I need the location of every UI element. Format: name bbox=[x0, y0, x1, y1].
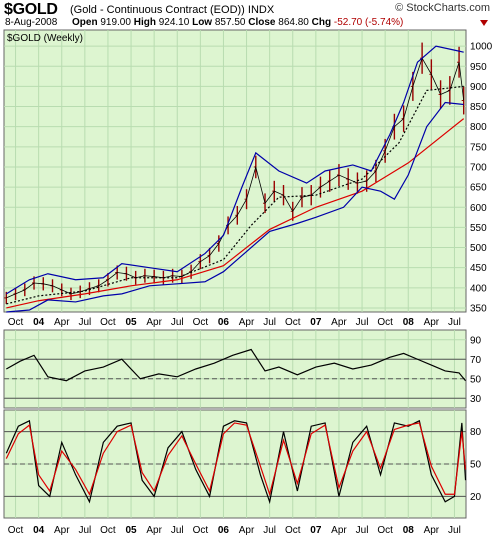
y-tick-label: 50 bbox=[470, 460, 482, 471]
series-line-1 bbox=[6, 118, 465, 309]
series-line-4 bbox=[6, 101, 464, 313]
y-tick-label: 90 bbox=[470, 335, 482, 346]
y-tick-label: 800 bbox=[470, 122, 487, 133]
rsi-panel: 30 50 70 90 bbox=[3, 329, 482, 409]
panel-background bbox=[3, 29, 467, 313]
x-tick-label-bottom: Jul bbox=[356, 525, 369, 536]
x-tick-label-bottom: Apr bbox=[54, 525, 70, 536]
x-tick-label-bottom: Oct bbox=[193, 525, 209, 536]
x-tick-label-bottom: 08 bbox=[403, 525, 415, 536]
stochastic-panel: 20 50 80 bbox=[3, 409, 482, 519]
y-tick-label: 500 bbox=[470, 243, 487, 254]
x-tick-label: Jul bbox=[356, 317, 369, 328]
x-tick-label: Oct bbox=[377, 317, 393, 328]
x-tick-label-bottom: 07 bbox=[310, 525, 322, 536]
symbol: $GOLD bbox=[4, 1, 58, 18]
y-tick-label: 450 bbox=[470, 263, 487, 274]
panel-label: $GOLD (Weekly) bbox=[7, 33, 83, 44]
x-tick-label-bottom: Apr bbox=[424, 525, 440, 536]
chg-value: -52.70 (-5.74%) bbox=[333, 17, 404, 28]
price-line bbox=[6, 57, 465, 299]
x-tick-label: Jul bbox=[171, 317, 184, 328]
x-tick-label-bottom: 06 bbox=[218, 525, 230, 536]
y-tick-label: 30 bbox=[470, 394, 482, 405]
down-triangle-icon bbox=[480, 20, 488, 26]
x-tick-label: Oct bbox=[100, 317, 116, 328]
x-tick-label: Apr bbox=[146, 317, 162, 328]
panel-background bbox=[3, 329, 467, 409]
close-label: Close bbox=[248, 17, 276, 28]
x-tick-label: Jul bbox=[448, 317, 461, 328]
y-tick-label: 850 bbox=[470, 102, 487, 113]
x-tick-label-bottom: 05 bbox=[125, 525, 137, 536]
high-value: 924.10 bbox=[158, 17, 190, 28]
x-tick-label: Oct bbox=[8, 317, 24, 328]
x-tick-label-bottom: 04 bbox=[33, 525, 45, 536]
chg-label: Chg bbox=[311, 17, 332, 28]
x-tick-label: Apr bbox=[331, 317, 347, 328]
x-tick-label-bottom: Oct bbox=[377, 525, 393, 536]
series-line-2 bbox=[6, 85, 464, 305]
series-line-0 bbox=[6, 348, 466, 382]
price-panel: 350 400 450 500 550 600 650 700 750 800 850 900 950 1… bbox=[3, 29, 493, 314]
x-tick-label: Oct bbox=[285, 317, 301, 328]
x-tick-label: 06 bbox=[218, 317, 230, 328]
description: (Gold - Continuous Contract (EOD)) INDX bbox=[70, 4, 275, 16]
y-tick-label: 400 bbox=[470, 283, 487, 294]
high-label: High bbox=[133, 17, 156, 28]
x-tick-label-bottom: Apr bbox=[146, 525, 162, 536]
x-tick-label: 07 bbox=[310, 317, 322, 328]
chart-header: $GOLD (Gold - Continuous Contract (EOD))… bbox=[2, 0, 494, 30]
open-label: Open bbox=[72, 17, 98, 28]
x-tick-label-bottom: Apr bbox=[239, 525, 255, 536]
x-tick-label: Jul bbox=[78, 317, 91, 328]
series-line-3 bbox=[5, 45, 464, 295]
y-tick-label: 20 bbox=[470, 492, 482, 503]
x-tick-label: Apr bbox=[239, 317, 255, 328]
quote-line: Open 919.00 High 924.10 Low 857.50 Close… bbox=[72, 17, 403, 28]
x-tick-label-bottom: Jul bbox=[263, 525, 276, 536]
x-tick-label-bottom: Jul bbox=[78, 525, 91, 536]
x-tick-label: Oct bbox=[193, 317, 209, 328]
x-tick-label: Apr bbox=[54, 317, 70, 328]
x-tick-label: Apr bbox=[424, 317, 440, 328]
open-value: 919.00 bbox=[100, 17, 131, 28]
x-tick-label-bottom: Jul bbox=[448, 525, 461, 536]
series-line-1 bbox=[5, 422, 467, 497]
y-tick-label: 70 bbox=[470, 355, 482, 366]
x-tick-label-bottom: Oct bbox=[100, 525, 116, 536]
low-value: 857.50 bbox=[214, 17, 246, 28]
x-tick-label: 05 bbox=[125, 317, 137, 328]
y-tick-label: 1000 bbox=[470, 42, 493, 53]
y-tick-label: 550 bbox=[470, 223, 487, 234]
y-tick-label: 80 bbox=[470, 427, 482, 438]
y-tick-label: 350 bbox=[470, 303, 487, 314]
low-label: Low bbox=[192, 17, 213, 28]
close-value: 864.80 bbox=[278, 17, 309, 28]
x-tick-label: 08 bbox=[403, 317, 415, 328]
y-tick-label: 50 bbox=[470, 374, 482, 385]
brand-watermark: © StockCharts.com bbox=[395, 2, 490, 14]
x-tick-label: Jul bbox=[263, 317, 276, 328]
x-tick-label-bottom: Oct bbox=[285, 525, 301, 536]
y-tick-label: 750 bbox=[470, 142, 487, 153]
y-tick-label: 950 bbox=[470, 62, 487, 73]
x-tick-label-bottom: Oct bbox=[8, 525, 24, 536]
y-tick-label: 600 bbox=[470, 203, 487, 214]
y-tick-label: 700 bbox=[470, 162, 487, 173]
x-tick-label-bottom: Jul bbox=[171, 525, 184, 536]
y-tick-label: 900 bbox=[470, 82, 487, 93]
x-tick-label-bottom: Apr bbox=[331, 525, 347, 536]
quote-date: 8-Aug-2008 bbox=[5, 17, 58, 28]
y-tick-label: 650 bbox=[470, 183, 487, 194]
x-tick-label: 04 bbox=[33, 317, 45, 328]
